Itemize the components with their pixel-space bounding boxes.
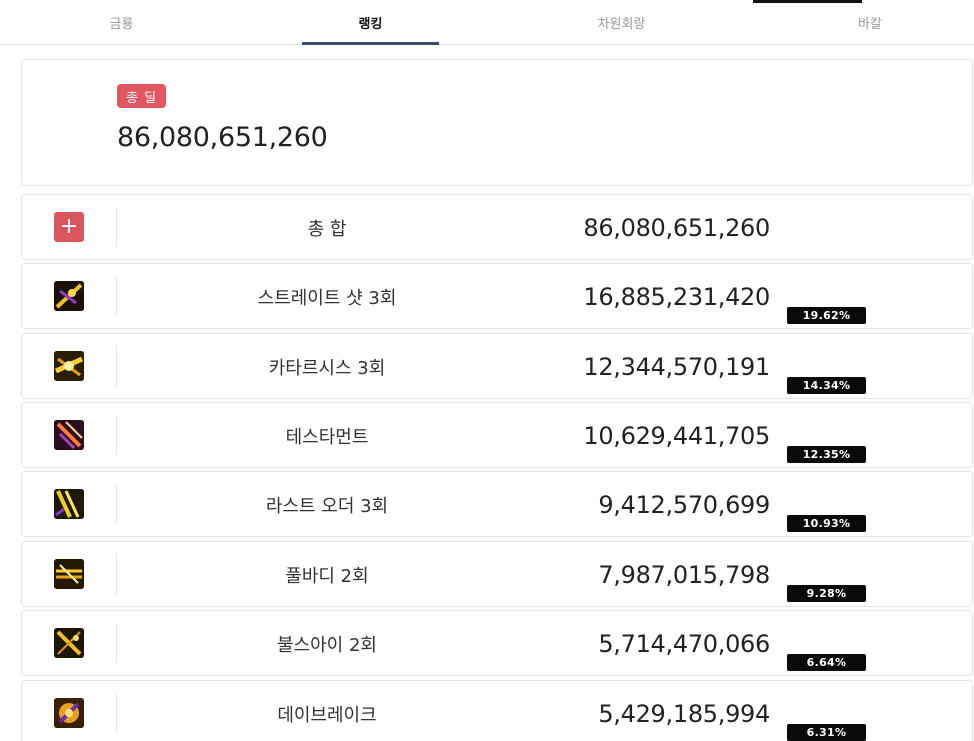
damage-row: 풀바디 2회 7,987,015,798 9.28%: [21, 541, 973, 607]
row-divider: [116, 623, 117, 663]
row-name: 데이브레이크: [277, 705, 377, 726]
top-accent-segment: [753, 0, 862, 3]
damage-percent-tag: 6.64%: [787, 654, 866, 671]
total-damage-summary: 총 딜 86,080,651,260: [21, 59, 973, 186]
damage-row: 불스아이 2회 5,714,470,066 6.64%: [21, 610, 973, 676]
bulls-eye-skill-icon: [54, 628, 84, 658]
plus-icon[interactable]: +: [54, 212, 84, 242]
row-divider: [116, 554, 117, 594]
row-damage-value: 86,080,651,260: [583, 214, 770, 242]
damage-row: 라스트 오더 3회 9,412,570,699 10.93%: [21, 471, 973, 537]
row-damage-value: 12,344,570,191: [583, 353, 770, 381]
damage-row: 스트레이트 샷 3회 16,885,231,420 19.62%: [21, 263, 973, 329]
row-name: 카타르시스 3회: [268, 358, 386, 379]
row-name: 풀바디 2회: [285, 566, 369, 587]
daybreak-skill-icon: [54, 698, 84, 728]
row-name: 불스아이 2회: [277, 635, 377, 656]
row-divider: [116, 207, 117, 247]
row-divider: [116, 415, 117, 455]
tab-bar: 금룡 랭킹 차원회랑 바칼: [0, 0, 974, 45]
tab-dimension-corridor[interactable]: 차원회랑: [597, 17, 646, 32]
damage-percent-tag: 9.28%: [787, 585, 866, 602]
row-damage-value: 5,714,470,066: [598, 630, 770, 658]
total-damage-value: 86,080,651,260: [117, 122, 328, 153]
row-name: 테스타먼트: [285, 427, 369, 448]
row-damage-value: 5,429,185,994: [598, 700, 770, 728]
row-name: 스트레이트 샷 3회: [257, 288, 397, 309]
row-name: 총 합: [307, 219, 347, 240]
damage-percent-tag: 14.34%: [787, 377, 866, 394]
tab-geumryong[interactable]: 금룡: [109, 17, 134, 32]
row-divider: [116, 346, 117, 386]
tab-ranking[interactable]: 랭킹: [302, 0, 439, 45]
row-divider: [116, 276, 117, 316]
full-body-skill-icon: [54, 559, 84, 589]
damage-percent-tag: 19.62%: [787, 307, 866, 324]
row-damage-value: 16,885,231,420: [583, 283, 770, 311]
damage-percent-tag: 10.93%: [787, 515, 866, 532]
damage-row: 데이브레이크 5,429,185,994 6.31%: [21, 680, 973, 741]
damage-row-total: + 총 합 86,080,651,260: [21, 194, 973, 260]
last-order-skill-icon: [54, 489, 84, 519]
damage-percent-tag: 12.35%: [787, 446, 866, 463]
row-damage-value: 10,629,441,705: [583, 422, 770, 450]
damage-row: 카타르시스 3회 12,344,570,191 14.34%: [21, 333, 973, 399]
total-damage-badge: 총 딜: [117, 84, 167, 108]
row-divider: [116, 693, 117, 733]
row-damage-value: 9,412,570,699: [598, 491, 770, 519]
row-damage-value: 7,987,015,798: [598, 561, 770, 589]
catharsis-skill-icon: [54, 351, 84, 381]
damage-row: 테스타먼트 10,629,441,705 12.35%: [21, 402, 973, 468]
straight-shot-skill-icon: [54, 281, 84, 311]
testament-skill-icon: [54, 420, 84, 450]
damage-percent-tag: 6.31%: [787, 724, 866, 741]
row-divider: [116, 484, 117, 524]
row-name: 라스트 오더 3회: [265, 496, 389, 517]
top-accent-line: [0, 0, 974, 3]
tab-bakal[interactable]: 바칼: [858, 17, 882, 32]
